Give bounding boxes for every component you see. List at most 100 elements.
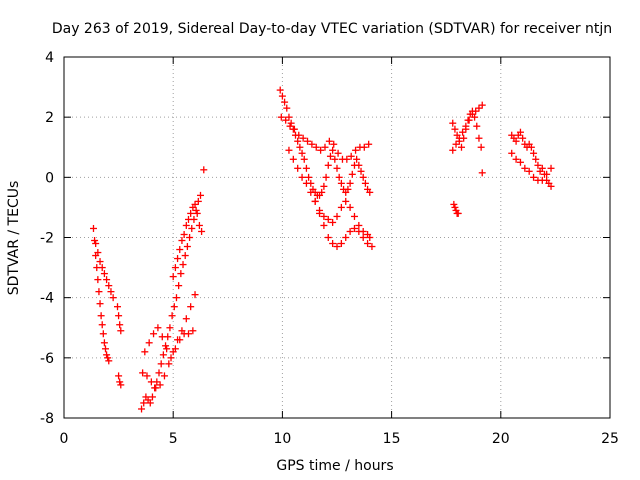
data-point xyxy=(277,113,285,121)
data-point xyxy=(98,264,106,272)
data-point xyxy=(302,179,310,187)
data-point xyxy=(162,342,170,350)
x-tick-label: 25 xyxy=(601,431,619,447)
data-point xyxy=(283,104,291,112)
data-point xyxy=(472,107,480,115)
data-point xyxy=(200,166,208,174)
data-point xyxy=(334,149,342,157)
data-point xyxy=(117,327,125,335)
y-tick-label: 0 xyxy=(45,170,54,186)
data-point xyxy=(477,143,485,151)
data-point xyxy=(300,155,308,163)
data-point xyxy=(324,215,332,223)
data-point xyxy=(308,140,316,148)
data-point xyxy=(104,354,112,362)
data-point xyxy=(350,224,358,232)
data-point xyxy=(100,339,108,347)
data-point xyxy=(99,330,107,338)
data-point xyxy=(344,185,352,193)
data-point xyxy=(307,188,315,196)
data-point xyxy=(455,134,463,142)
data-points xyxy=(89,86,555,413)
data-point xyxy=(91,237,99,245)
data-point xyxy=(364,240,372,248)
data-point xyxy=(337,179,345,187)
data-point xyxy=(294,164,302,172)
data-point xyxy=(92,240,100,248)
data-point xyxy=(330,140,338,148)
data-point xyxy=(324,161,332,169)
data-point xyxy=(154,324,162,332)
data-point xyxy=(368,243,376,251)
data-point xyxy=(346,203,354,211)
data-point xyxy=(296,143,304,151)
data-point xyxy=(305,173,313,181)
data-point xyxy=(298,149,306,157)
data-point xyxy=(193,209,201,217)
data-point xyxy=(155,369,163,377)
data-point xyxy=(98,321,106,329)
data-point xyxy=(150,330,158,338)
data-point xyxy=(478,169,486,177)
data-point xyxy=(321,143,329,151)
data-point xyxy=(320,212,328,220)
y-tick-label: -2 xyxy=(40,231,54,247)
data-point xyxy=(473,122,481,130)
data-point xyxy=(454,209,462,217)
data-point xyxy=(475,134,483,142)
series-6 xyxy=(169,166,208,281)
data-point xyxy=(198,227,206,235)
data-point xyxy=(508,149,516,157)
data-point xyxy=(365,140,373,148)
data-point xyxy=(282,116,290,124)
data-point xyxy=(450,200,458,208)
data-point xyxy=(449,146,457,154)
y-tick-labels: -8 -6 -4 -2 0 2 4 xyxy=(40,50,54,427)
data-point xyxy=(543,170,551,178)
data-point xyxy=(174,255,182,263)
data-point xyxy=(295,131,303,139)
data-point xyxy=(170,303,178,311)
data-point xyxy=(353,155,361,163)
data-point xyxy=(115,312,123,320)
data-point xyxy=(187,209,195,217)
data-point xyxy=(357,167,365,175)
data-point xyxy=(167,354,175,362)
data-point xyxy=(192,206,200,214)
data-point xyxy=(521,164,529,172)
data-point xyxy=(105,357,113,365)
data-point xyxy=(147,378,155,386)
data-point xyxy=(451,125,459,133)
data-point xyxy=(304,137,312,145)
data-point xyxy=(360,143,368,151)
data-point xyxy=(166,324,174,332)
data-point xyxy=(366,188,374,196)
series-10 xyxy=(311,197,376,251)
series-9 xyxy=(285,146,374,241)
data-point xyxy=(512,155,520,163)
chart-title: Day 263 of 2019, Sidereal Day-to-day VTE… xyxy=(52,21,612,37)
data-point xyxy=(195,221,203,229)
data-point xyxy=(326,152,334,160)
data-point xyxy=(172,294,180,302)
data-point xyxy=(527,143,535,151)
data-point xyxy=(189,327,197,335)
data-point xyxy=(516,158,524,166)
data-point xyxy=(337,240,345,248)
data-point xyxy=(346,179,354,187)
data-point xyxy=(107,288,115,296)
y-axis-label: SDTVAR / TECUs xyxy=(6,181,22,296)
series-13 xyxy=(450,169,486,217)
data-point xyxy=(97,312,105,320)
data-point xyxy=(96,300,104,308)
data-point xyxy=(115,372,123,380)
x-tick-label: 15 xyxy=(383,431,401,447)
data-point xyxy=(152,384,160,392)
data-point xyxy=(169,273,177,281)
data-point xyxy=(530,173,538,181)
data-point xyxy=(299,134,307,142)
data-point xyxy=(333,212,341,220)
x-tick-label: 0 xyxy=(60,431,69,447)
data-point xyxy=(103,276,111,284)
data-point xyxy=(302,164,310,172)
